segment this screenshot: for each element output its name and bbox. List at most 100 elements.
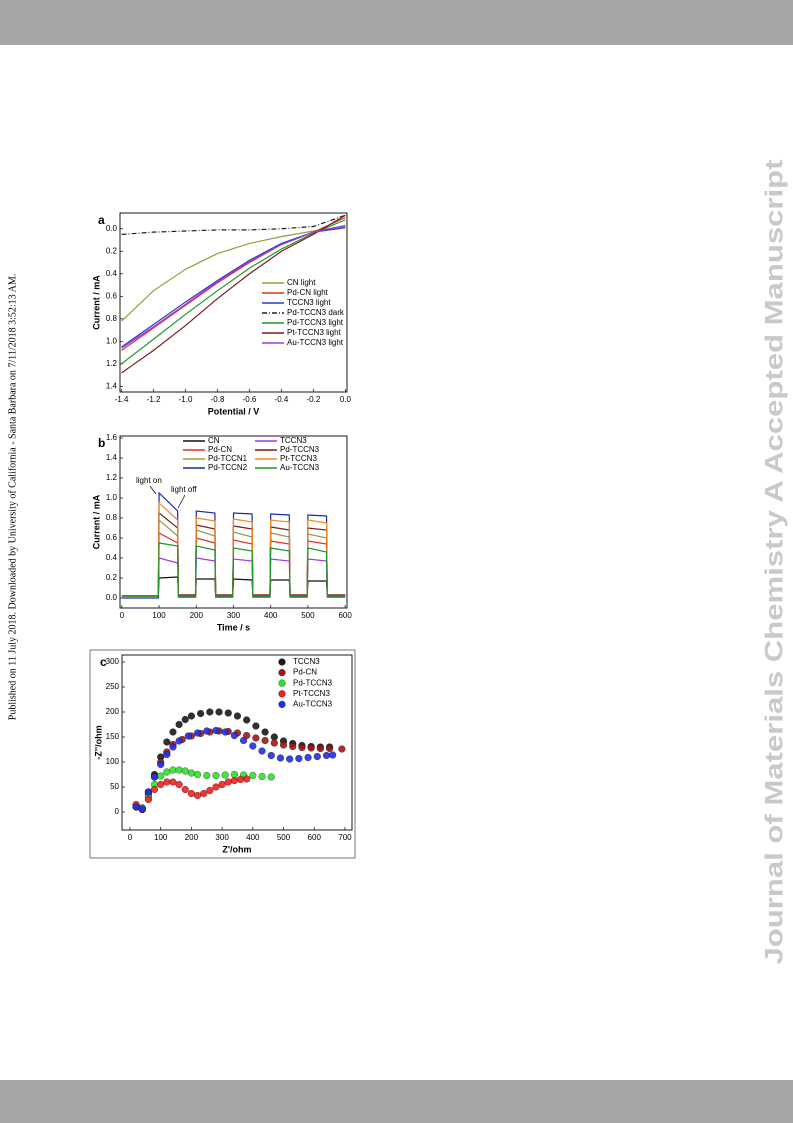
y-tick-label: 0.0 (106, 593, 118, 602)
scatter-point (322, 751, 331, 760)
scatter-point (286, 755, 294, 763)
footer-bar (0, 1080, 793, 1123)
legend-label: TCCN3 (280, 436, 307, 445)
legend-label: Pd-CN (293, 668, 317, 677)
scatter-point (261, 736, 269, 745)
y-tick-label: 100 (106, 757, 120, 766)
scatter-point (157, 760, 165, 769)
scatter-point (132, 803, 140, 811)
scatter-point (203, 771, 211, 780)
scatter-point (276, 754, 285, 762)
y-tick-label: 1.0 (106, 336, 118, 345)
legend-label: Pd-TCCN3 dark (287, 308, 345, 317)
x-tick-label: 300 (215, 833, 229, 842)
x-tick-label: 200 (190, 611, 204, 620)
scatter-point (313, 752, 321, 761)
x-tick-label: 600 (338, 611, 352, 620)
scatter-point (175, 737, 183, 745)
plot-area (121, 214, 346, 374)
scatter-point (163, 778, 171, 786)
panel-label: a (98, 213, 105, 227)
legend-label: Pd-TCCN3 light (287, 318, 344, 327)
annotation-arrow (177, 494, 186, 509)
scatter-point (212, 783, 220, 791)
y-tick-label: 0.4 (106, 269, 118, 278)
scatter-point (197, 709, 205, 718)
scatter-point (193, 770, 202, 779)
legend-label: TCCN3 light (287, 298, 331, 307)
scatter-point (221, 771, 229, 779)
legend-label: Au-TCCN3 (280, 463, 320, 472)
scatter-point (295, 754, 303, 763)
scatter-point (236, 775, 245, 784)
x-tick-label: 600 (308, 833, 322, 842)
scatter-point (267, 773, 275, 781)
x-tick-label: -0.2 (307, 395, 321, 404)
scatter-point (175, 720, 183, 729)
series-line (121, 225, 346, 322)
panel-label: b (98, 436, 105, 450)
y-tick-label: 0.0 (106, 224, 118, 233)
x-tick-label: -1.0 (179, 395, 193, 404)
scatter-point (181, 785, 189, 794)
scatter-point (230, 776, 238, 785)
scatter-point (307, 744, 315, 752)
scatter-point (252, 722, 260, 730)
y-tick-label: 1.2 (106, 473, 118, 482)
legend-label: Pd-TCCN3 (280, 445, 320, 454)
x-tick-label: 500 (277, 833, 291, 842)
scatter-point (138, 805, 146, 813)
scatter-point (187, 789, 195, 798)
x-tick-label: 500 (301, 611, 315, 620)
scatter-point (151, 773, 159, 781)
y-axis-label: -Z''/ohm (93, 725, 103, 759)
download-notice: Published on 11 July 2018. Downloaded by… (7, 274, 18, 720)
scatter-point (249, 742, 257, 750)
legend-label: Pd-TCCN2 (208, 463, 248, 472)
legend-label: TCCN3 (293, 657, 320, 666)
scatter-point (200, 789, 208, 798)
series-line (121, 542, 346, 597)
y-tick-label: 250 (106, 682, 120, 691)
scatter-point (169, 728, 177, 736)
y-tick-label: 0.6 (106, 291, 118, 300)
scatter-point (221, 728, 229, 736)
scatter-point (169, 743, 177, 751)
x-tick-label: -0.4 (275, 395, 289, 404)
scatter-point (187, 712, 195, 720)
scatter-point (240, 736, 248, 745)
legend-swatch (278, 700, 286, 708)
scatter-point (181, 715, 189, 724)
plot-frame (119, 212, 348, 393)
plot-frame (121, 654, 353, 831)
scatter-point (169, 778, 177, 786)
scatter-point (304, 753, 312, 762)
scatter-point (206, 786, 214, 795)
legend-label: CN light (287, 278, 316, 287)
x-tick-label: 100 (154, 833, 168, 842)
x-tick-label: 0 (128, 833, 133, 842)
y-tick-label: 0 (115, 807, 120, 816)
x-axis-label: Z'/ohm (222, 844, 251, 854)
legend-label: Pd-CN (208, 445, 232, 454)
y-tick-label: 0.8 (106, 513, 118, 522)
scatter-point (243, 716, 251, 724)
y-tick-label: 0.8 (106, 314, 118, 323)
figure-border (89, 649, 356, 859)
series-line (121, 214, 346, 374)
y-tick-label: 50 (110, 782, 119, 791)
legend-label: Pd-TCCN3 (293, 678, 333, 687)
scatter-point (279, 741, 288, 749)
scatter-point (206, 708, 214, 716)
x-axis-label: Potential / V (208, 406, 260, 416)
scatter-point (175, 780, 183, 789)
y-tick-label: 1.0 (106, 493, 118, 502)
scatter-point (212, 726, 220, 735)
scatter-point (151, 785, 159, 794)
y-tick-label: 200 (106, 707, 120, 716)
scatter-point (338, 745, 346, 753)
header-bar (0, 0, 793, 45)
y-tick-label: 1.4 (106, 381, 118, 390)
legend-label: Au-TCCN3 (293, 700, 333, 709)
scatter-point (230, 731, 238, 740)
